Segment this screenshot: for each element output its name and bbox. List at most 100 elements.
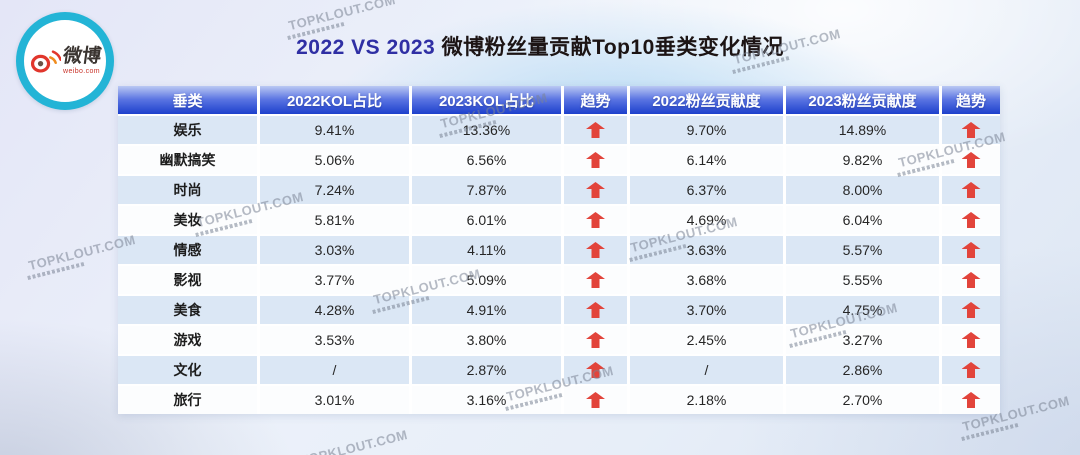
- kol-trend-cell: [564, 176, 627, 204]
- table-row: 文化 / 2.87% / 2.86%: [118, 356, 1000, 384]
- table-row: 美食 4.28% 4.91% 3.70% 4.75%: [118, 296, 1000, 324]
- header-category: 垂类: [118, 86, 257, 114]
- fans-2023-cell: 9.82%: [786, 146, 939, 174]
- kol-trend-cell: [564, 116, 627, 144]
- fans-2023-cell: 6.04%: [786, 206, 939, 234]
- watermark: TOPKLOUT.COM: [298, 427, 410, 455]
- table-row: 美妆 5.81% 6.01% 4.69% 6.04%: [118, 206, 1000, 234]
- fans-trend-cell: [942, 146, 1000, 174]
- category-cell: 美妆: [118, 206, 257, 234]
- fans-2022-cell: 9.70%: [630, 116, 783, 144]
- fans-trend-cell: [942, 326, 1000, 354]
- arrow-up-icon: [961, 242, 981, 258]
- title-years: 2022 VS 2023: [296, 36, 436, 59]
- table-header-row: 垂类 2022KOL占比 2023KOL占比 趋势 2022粉丝贡献度 2023…: [118, 86, 1000, 114]
- category-cell: 游戏: [118, 326, 257, 354]
- fans-trend-cell: [942, 206, 1000, 234]
- fans-2022-cell: 3.68%: [630, 266, 783, 294]
- fans-2022-cell: 3.63%: [630, 236, 783, 264]
- watermark-text: TOPKLOUT.COM: [286, 0, 398, 34]
- arrow-up-icon: [961, 182, 981, 198]
- kol-2022-cell: 3.77%: [260, 266, 409, 294]
- kol-2023-cell: 4.11%: [412, 236, 561, 264]
- fans-2023-cell: 8.00%: [786, 176, 939, 204]
- watermark-text: TOPKLOUT.COM: [298, 427, 410, 455]
- kol-trend-cell: [564, 206, 627, 234]
- arrow-up-icon: [586, 302, 605, 318]
- arrow-up-icon: [586, 212, 605, 228]
- kol-2022-cell: 5.06%: [260, 146, 409, 174]
- arrow-up-icon: [586, 242, 605, 258]
- category-cell: 旅行: [118, 386, 257, 414]
- watermark-subline: [961, 423, 1019, 441]
- arrow-up-icon: [586, 392, 605, 408]
- fans-trend-cell: [942, 296, 1000, 324]
- title-text: 微博粉丝量贡献Top10垂类变化情况: [435, 36, 784, 59]
- kol-trend-cell: [564, 266, 627, 294]
- kol-2023-cell: 5.09%: [412, 266, 561, 294]
- arrow-up-icon: [961, 272, 981, 288]
- table-row: 旅行 3.01% 3.16% 2.18% 2.70%: [118, 386, 1000, 414]
- kol-trend-cell: [564, 146, 627, 174]
- fans-trend-cell: [942, 386, 1000, 414]
- fans-trend-cell: [942, 236, 1000, 264]
- kol-2022-cell: 3.53%: [260, 326, 409, 354]
- kol-2023-cell: 7.87%: [412, 176, 561, 204]
- kol-2022-cell: 3.03%: [260, 236, 409, 264]
- fans-2023-cell: 5.57%: [786, 236, 939, 264]
- kol-trend-cell: [564, 236, 627, 264]
- fans-2023-cell: 3.27%: [786, 326, 939, 354]
- header-kol-2023: 2023KOL占比: [412, 86, 561, 114]
- table-row: 幽默搞笑 5.06% 6.56% 6.14% 9.82%: [118, 146, 1000, 174]
- arrow-up-icon: [586, 122, 605, 138]
- fans-2023-cell: 2.86%: [786, 356, 939, 384]
- arrow-up-icon: [586, 182, 605, 198]
- weibo-logo: 微博 weibo.com: [16, 12, 114, 110]
- table-row: 影视 3.77% 5.09% 3.68% 5.55%: [118, 266, 1000, 294]
- logo-domain-text: weibo.com: [62, 68, 101, 75]
- arrow-up-icon: [586, 272, 605, 288]
- fans-2022-cell: 3.70%: [630, 296, 783, 324]
- kol-trend-cell: [564, 356, 627, 384]
- arrow-up-icon: [586, 362, 605, 378]
- fans-2023-cell: 4.75%: [786, 296, 939, 324]
- header-fans-2023: 2023粉丝贡献度: [786, 86, 939, 114]
- arrow-up-icon: [961, 332, 981, 348]
- header-fans-2022: 2022粉丝贡献度: [630, 86, 783, 114]
- category-cell: 时尚: [118, 176, 257, 204]
- table-row: 游戏 3.53% 3.80% 2.45% 3.27%: [118, 326, 1000, 354]
- fans-trend-cell: [942, 266, 1000, 294]
- fans-trend-cell: [942, 176, 1000, 204]
- fans-2022-cell: 6.37%: [630, 176, 783, 204]
- fans-trend-cell: [942, 116, 1000, 144]
- kol-trend-cell: [564, 326, 627, 354]
- kol-2023-cell: 3.16%: [412, 386, 561, 414]
- category-cell: 文化: [118, 356, 257, 384]
- kol-2022-cell: 5.81%: [260, 206, 409, 234]
- table-row: 情感 3.03% 4.11% 3.63% 5.57%: [118, 236, 1000, 264]
- category-cell: 美食: [118, 296, 257, 324]
- header-kol-trend: 趋势: [564, 86, 627, 114]
- fans-2023-cell: 2.70%: [786, 386, 939, 414]
- fans-2022-cell: 4.69%: [630, 206, 783, 234]
- kol-2023-cell: 3.80%: [412, 326, 561, 354]
- fans-trend-cell: [942, 356, 1000, 384]
- kol-2022-cell: /: [260, 356, 409, 384]
- arrow-up-icon: [961, 212, 981, 228]
- kol-2023-cell: 13.36%: [412, 116, 561, 144]
- fans-2023-cell: 14.89%: [786, 116, 939, 144]
- fans-2022-cell: 2.45%: [630, 326, 783, 354]
- arrow-up-icon: [961, 362, 981, 378]
- arrow-up-icon: [961, 392, 981, 408]
- category-cell: 影视: [118, 266, 257, 294]
- fans-2023-cell: 5.55%: [786, 266, 939, 294]
- fans-2022-cell: /: [630, 356, 783, 384]
- kol-2022-cell: 7.24%: [260, 176, 409, 204]
- fans-2022-cell: 6.14%: [630, 146, 783, 174]
- kol-2023-cell: 6.56%: [412, 146, 561, 174]
- category-cell: 娱乐: [118, 116, 257, 144]
- fans-2022-cell: 2.18%: [630, 386, 783, 414]
- weibo-eye-icon: [30, 50, 61, 73]
- arrow-up-icon: [961, 302, 981, 318]
